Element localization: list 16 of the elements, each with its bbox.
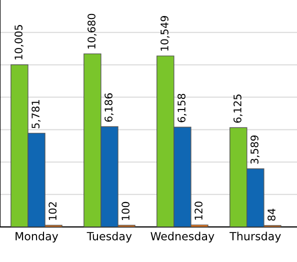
data-label: 6,158 — [178, 94, 187, 122]
x-tick-label: Wednesday — [150, 232, 214, 243]
data-label: 120 — [194, 202, 202, 220]
data-label: 100 — [122, 202, 130, 220]
x-tick-label: Monday — [16, 232, 58, 243]
data-label: 3,589 — [250, 135, 260, 164]
data-label: 102 — [48, 202, 57, 220]
data-label: 6,125 — [234, 94, 242, 123]
x-tick-label: Tuesday — [86, 232, 132, 243]
data-label: 5,781 — [32, 100, 41, 128]
data-label: 10,680 — [88, 14, 97, 48]
data-label: 10,005 — [14, 25, 24, 60]
data-label: 6,186 — [104, 93, 114, 122]
x-tick-label: Thursday — [230, 232, 281, 243]
data-label: 84 — [268, 208, 276, 221]
data-label: 10,549 — [160, 16, 170, 51]
